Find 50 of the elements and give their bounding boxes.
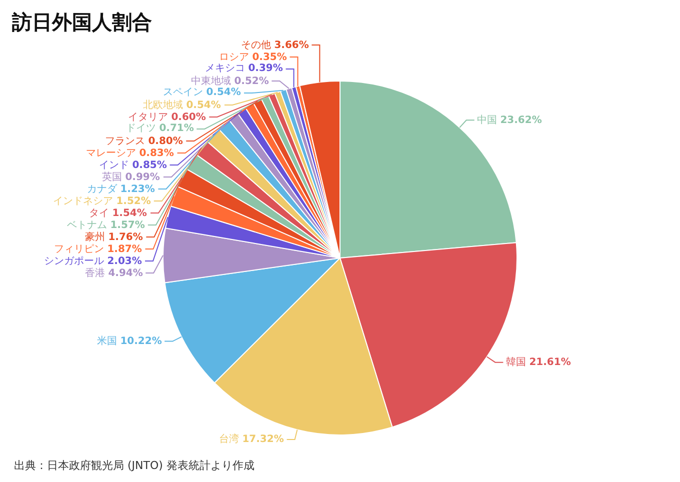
- data-label: 1.87%: [107, 244, 142, 255]
- data-label: 2.03%: [107, 256, 142, 267]
- data-label: 21.61%: [529, 357, 571, 368]
- data-label: 0.71%: [159, 123, 194, 134]
- slice-label: その他: [241, 40, 271, 51]
- data-label: 0.52%: [234, 76, 269, 87]
- slice-label: 豪州: [85, 232, 105, 243]
- slice-label: カナダ: [87, 184, 117, 195]
- data-label: 0.60%: [171, 112, 206, 123]
- data-label: 10.22%: [120, 336, 162, 347]
- slice-label: インドネシア: [53, 196, 113, 207]
- data-label: 0.39%: [248, 63, 283, 74]
- data-label: 1.57%: [110, 220, 145, 231]
- data-label: 0.80%: [148, 136, 183, 147]
- slice-label: 英国: [102, 172, 122, 183]
- slice-label: 中国: [477, 115, 497, 126]
- source-note: 出典：日本政府観光局 (JNTO) 発表統計より作成: [14, 459, 254, 472]
- slice-label: スペイン: [163, 87, 203, 98]
- slice-label: ベトナム: [67, 220, 107, 231]
- chart-title: 訪日外国人割合: [11, 10, 152, 34]
- slice-label: 韓国: [506, 357, 526, 368]
- data-label: 0.99%: [125, 172, 160, 183]
- data-label: 0.35%: [252, 52, 287, 63]
- data-label: 23.62%: [500, 115, 542, 126]
- data-label: 3.66%: [274, 40, 309, 51]
- slice-label: 台湾: [219, 434, 239, 445]
- slice-label: マレーシア: [86, 148, 136, 159]
- data-label: 4.94%: [108, 268, 143, 279]
- data-label: 1.54%: [112, 208, 147, 219]
- slice-label: 北欧地域: [143, 100, 183, 111]
- data-label: 1.23%: [120, 184, 155, 195]
- data-label: 17.32%: [242, 434, 284, 445]
- slice-label: メキシコ: [205, 63, 245, 74]
- slice-label: タイ: [89, 208, 109, 219]
- slice-label: シンガポール: [44, 256, 104, 267]
- data-label: 0.54%: [186, 100, 221, 111]
- slice-label: 米国: [97, 336, 117, 347]
- data-label: 1.76%: [108, 232, 143, 243]
- slice-label: ドイツ: [126, 123, 156, 134]
- data-label: 0.54%: [206, 87, 241, 98]
- slice-label: 中東地域: [191, 76, 231, 87]
- data-label: 0.83%: [139, 148, 174, 159]
- slice-label: フィリピン: [54, 244, 104, 255]
- slice-label: イタリア: [128, 112, 168, 123]
- slice-label: ロシア: [219, 52, 249, 63]
- data-label: 0.85%: [132, 160, 167, 171]
- data-label: 1.52%: [116, 196, 151, 207]
- slice-label: 香港: [85, 268, 105, 279]
- slice-label: フランス: [105, 136, 145, 147]
- slice-label: インド: [99, 160, 129, 171]
